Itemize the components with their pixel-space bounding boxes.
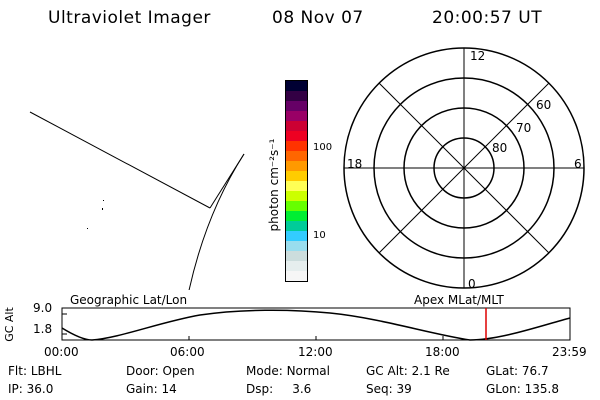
colorbar-segment xyxy=(286,231,307,241)
info-flt: Flt: LBHL xyxy=(8,364,62,378)
colorbar-segment xyxy=(286,141,307,151)
y-tick-label-1.8: 1.8 xyxy=(33,322,53,336)
colorbar-segment xyxy=(286,111,307,121)
x-tick-label-0600: 06:00 xyxy=(170,345,205,359)
map-panel-label: Geographic Lat/Lon xyxy=(70,293,188,307)
colorbar-segment xyxy=(286,271,307,281)
info-seq: Seq: 39 xyxy=(366,382,412,396)
x-tick-label-1200: 12:00 xyxy=(298,345,333,359)
mlt-label-18: 18 xyxy=(347,157,362,171)
x-tick-label-1800: 18:00 xyxy=(425,345,460,359)
colorbar xyxy=(285,80,308,282)
colorbar-segment xyxy=(286,131,307,141)
date-label: 08 Nov 07 xyxy=(272,8,364,28)
colorbar-segment xyxy=(286,161,307,171)
polar-plot: 12 18 6 0 60 70 80 xyxy=(343,47,585,290)
colorbar-segment xyxy=(286,241,307,251)
altitude-curve xyxy=(61,309,571,341)
colorbar-unit-label: photon cm⁻²s⁻¹ xyxy=(267,138,281,232)
colorbar-segment xyxy=(286,121,307,131)
colorbar-segment xyxy=(286,201,307,211)
colorbar-tick-100: 100 xyxy=(313,142,333,153)
colorbar-segment xyxy=(286,261,307,271)
info-mode: Mode: Normal xyxy=(246,364,330,378)
colorbar-segment xyxy=(286,211,307,221)
colorbar-segment xyxy=(286,91,307,101)
x-tick-label-0000: 00:00 xyxy=(44,345,79,359)
instrument-title: Ultraviolet Imager xyxy=(48,8,211,28)
colorbar-segment xyxy=(286,81,307,91)
map-line-1 xyxy=(29,111,211,209)
info-gc-alt: GC Alt: 2.1 Re xyxy=(366,364,450,378)
info-door: Door: Open xyxy=(126,364,195,378)
altitude-plot-frame xyxy=(61,307,571,341)
polar-diagonal-2 xyxy=(378,82,550,254)
colorbar-segment xyxy=(286,101,307,111)
mlt-label-6: 6 xyxy=(574,157,582,171)
colorbar-segment xyxy=(286,191,307,201)
map-line-2 xyxy=(209,153,245,209)
colorbar-segment xyxy=(286,151,307,161)
map-dot xyxy=(102,208,103,210)
map-dot xyxy=(103,200,104,201)
info-ip: IP: 36.0 xyxy=(8,382,54,396)
time-label: 20:00:57 UT xyxy=(432,8,543,28)
altitude-ylabel: GC Alt xyxy=(2,307,16,342)
info-gain: Gain: 14 xyxy=(126,382,177,396)
colorbar-tick-10: 10 xyxy=(313,230,326,241)
info-glon: GLon: 135.8 xyxy=(486,382,559,396)
x-tick-label-2359: 23:59 xyxy=(552,345,587,359)
map-curve xyxy=(188,153,245,290)
colorbar-segment xyxy=(286,181,307,191)
mlt-label-12: 12 xyxy=(470,49,485,63)
colorbar-segment xyxy=(286,221,307,231)
info-glat: GLat: 76.7 xyxy=(486,364,549,378)
lat-label-70: 70 xyxy=(516,121,531,135)
lat-label-60: 60 xyxy=(536,98,551,112)
map-dot xyxy=(87,228,88,229)
geographic-map xyxy=(29,111,245,290)
colorbar-segment xyxy=(286,171,307,181)
mlt-label-0: 0 xyxy=(468,277,476,290)
lat-label-80: 80 xyxy=(492,141,507,155)
y-tick-label-9: 9.0 xyxy=(33,301,53,315)
info-dsp: Dsp: 3.6 xyxy=(246,382,312,396)
colorbar-segment xyxy=(286,251,307,261)
altitude-plot xyxy=(61,307,571,341)
polar-panel-label: Apex MLat/MLT xyxy=(414,293,504,307)
